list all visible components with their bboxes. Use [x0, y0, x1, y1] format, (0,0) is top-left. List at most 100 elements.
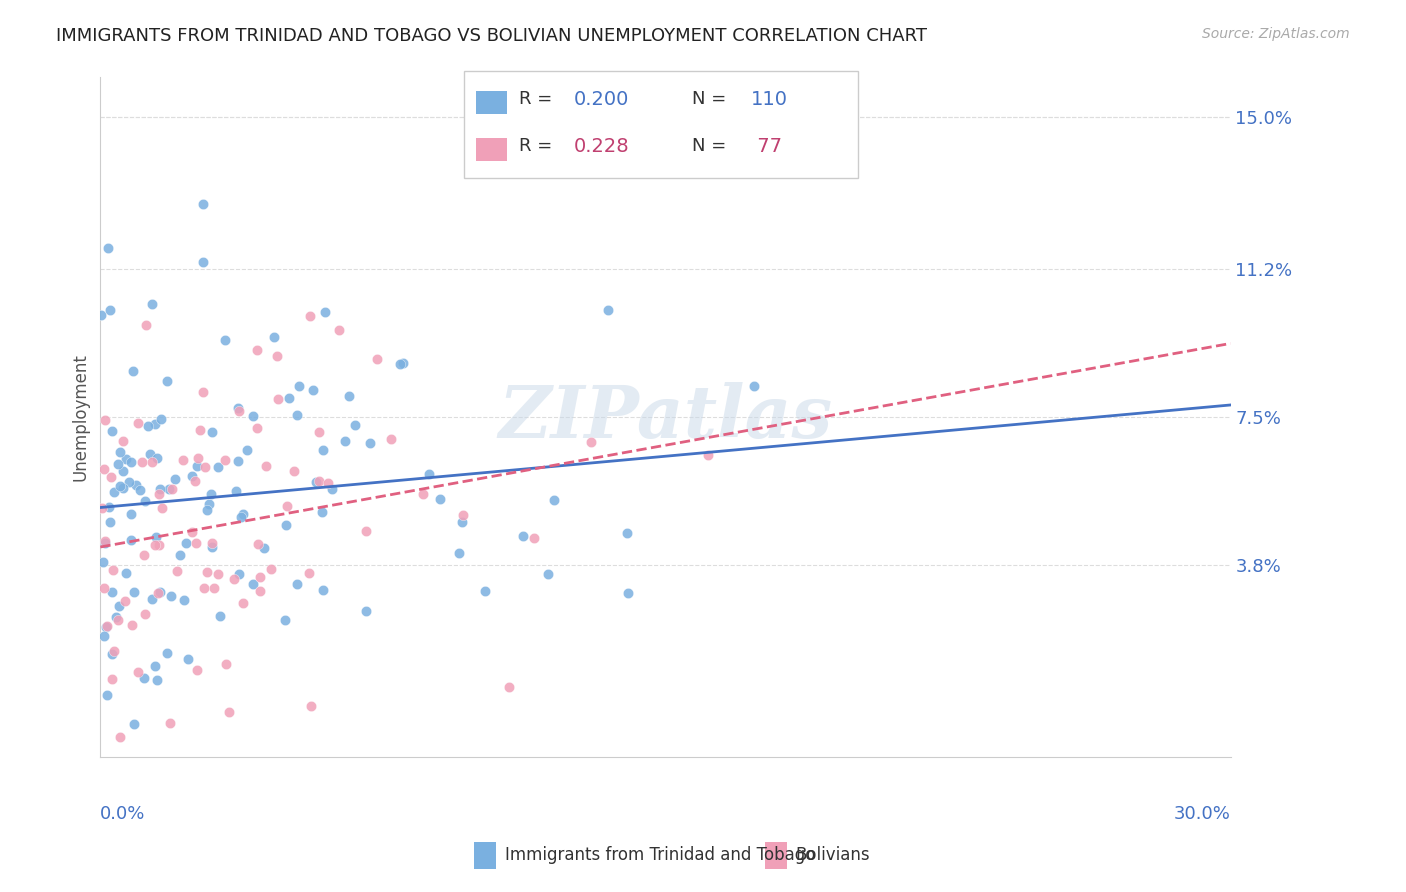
Point — [120, 455, 142, 469]
Point — [160, 482, 183, 496]
Point — [344, 418, 367, 433]
Point — [200, 486, 222, 500]
Point — [742, 379, 765, 393]
Point — [122, 717, 145, 731]
Text: 77: 77 — [751, 136, 782, 156]
Point — [207, 460, 229, 475]
Point — [114, 594, 136, 608]
Point — [177, 652, 200, 666]
Point — [312, 443, 335, 458]
Point — [232, 596, 254, 610]
Point — [96, 241, 118, 255]
Point — [159, 716, 181, 731]
Point — [253, 541, 276, 555]
Point — [131, 455, 153, 469]
Point — [152, 500, 174, 515]
Point — [98, 500, 121, 515]
Point — [581, 435, 603, 450]
Point — [195, 565, 218, 579]
Point — [187, 451, 209, 466]
Point — [242, 409, 264, 423]
Point — [132, 672, 155, 686]
Text: N =: N = — [692, 137, 733, 155]
Point — [117, 475, 139, 489]
Point — [276, 500, 298, 514]
Point — [246, 343, 269, 357]
Point — [107, 613, 129, 627]
Point — [90, 308, 112, 322]
Point — [366, 351, 388, 366]
Text: 0.228: 0.228 — [574, 136, 630, 156]
Point — [267, 392, 290, 407]
Point — [101, 647, 124, 661]
Point — [104, 609, 127, 624]
Text: 30.0%: 30.0% — [1174, 805, 1230, 823]
Point — [318, 476, 340, 491]
Point — [228, 404, 250, 418]
Point — [697, 448, 720, 462]
Point — [96, 619, 118, 633]
Text: 0.0%: 0.0% — [100, 805, 146, 823]
Point — [260, 562, 283, 576]
Point — [202, 581, 225, 595]
Point — [314, 305, 336, 319]
Point — [274, 517, 297, 532]
Point — [143, 417, 166, 431]
FancyBboxPatch shape — [464, 71, 858, 178]
Point — [163, 472, 186, 486]
Point — [193, 581, 215, 595]
Point — [141, 591, 163, 606]
Point — [412, 487, 434, 501]
Point — [148, 487, 170, 501]
Point — [617, 585, 640, 599]
FancyBboxPatch shape — [474, 842, 496, 869]
Point — [110, 730, 132, 744]
Point — [103, 643, 125, 657]
Point — [201, 425, 224, 440]
Point — [93, 581, 115, 595]
Text: R =: R = — [519, 137, 558, 155]
Point — [274, 613, 297, 627]
Text: ZIPatlas: ZIPatlas — [498, 382, 832, 453]
Point — [122, 585, 145, 599]
Point — [169, 549, 191, 563]
Point — [201, 540, 224, 554]
Point — [451, 515, 474, 529]
Point — [194, 460, 217, 475]
Point — [298, 310, 321, 324]
Point — [134, 607, 156, 622]
FancyBboxPatch shape — [475, 91, 508, 114]
Point — [359, 435, 381, 450]
Point — [224, 572, 246, 586]
Point — [298, 566, 321, 580]
Point — [94, 620, 117, 634]
Point — [498, 680, 520, 694]
Point — [94, 534, 117, 549]
Point — [111, 465, 134, 479]
Point — [201, 536, 224, 550]
Point — [120, 507, 142, 521]
Point — [449, 546, 471, 560]
Point — [328, 323, 350, 337]
Point — [191, 197, 214, 211]
Point — [115, 566, 138, 581]
Point — [108, 445, 131, 459]
Point — [231, 510, 253, 524]
Point — [122, 364, 145, 378]
FancyBboxPatch shape — [765, 842, 786, 869]
Point — [337, 389, 360, 403]
Point — [174, 536, 197, 550]
Point — [301, 699, 323, 714]
Point — [173, 592, 195, 607]
Point — [160, 590, 183, 604]
Point — [249, 570, 271, 584]
Point — [198, 497, 221, 511]
Point — [288, 379, 311, 393]
Point — [172, 453, 194, 467]
Point — [214, 453, 236, 467]
Point — [226, 453, 249, 467]
Point — [184, 474, 207, 488]
Point — [145, 530, 167, 544]
Point — [277, 391, 299, 405]
Text: N =: N = — [692, 90, 733, 108]
